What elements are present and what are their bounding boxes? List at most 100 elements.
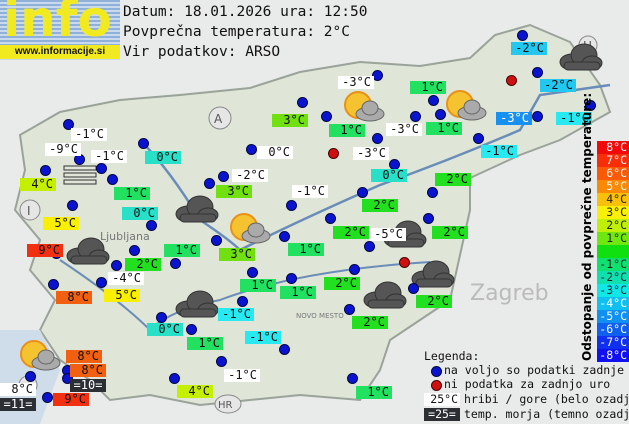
temperature-label: -1°C [224,369,260,382]
temperature-label: -3°C [353,147,389,160]
station-dot[interactable] [357,187,368,198]
cloudy-icon [63,236,111,270]
station-dot[interactable] [96,163,107,174]
station-dot[interactable] [216,356,227,367]
station-dot[interactable] [279,344,290,355]
station-dot[interactable] [67,200,78,211]
station-dot[interactable] [349,264,360,275]
legend-mountain-sample: 25°C [424,393,460,406]
station-dot[interactable] [423,213,434,224]
station-dot[interactable] [48,279,59,290]
city-novo-mesto: NOVO MESTO [296,312,344,320]
station-dot[interactable] [408,283,419,294]
station-dot[interactable] [218,171,229,182]
station-dot[interactable] [347,373,358,384]
temperature-label: -9°C [45,143,81,156]
station-dot[interactable] [111,260,122,271]
station-dot[interactable] [63,119,74,130]
station-dot[interactable] [428,95,439,106]
temperature-label: 2°C [435,173,471,186]
temperature-label: 4°C [177,385,213,398]
temperature-label: 9°C [53,393,89,406]
temperature-label: 0°C [122,207,158,220]
station-dot[interactable] [435,109,446,120]
temperature-label: 0°C [371,169,407,182]
station-no-data-dot[interactable] [506,75,517,86]
station-dot[interactable] [129,245,140,256]
station-dot[interactable] [286,273,297,284]
station-dot[interactable] [62,373,73,384]
legend-no-data-dot [431,380,442,391]
logo-url[interactable]: www.informacije.si [0,45,120,59]
temperature-label: 0°C [147,323,183,336]
scale-step: -6°C [597,323,629,336]
temperature-label: 8°C [66,350,102,363]
station-dot[interactable] [286,200,297,211]
station-dot[interactable] [410,111,421,122]
scale-step: -2°C [597,271,629,284]
station-dot[interactable] [585,100,596,111]
station-dot[interactable] [532,67,543,78]
station-dot[interactable] [427,187,438,198]
temperature-label: 2°C [324,277,360,290]
scale-step: 2°C [597,219,629,232]
temperature-label: 5°C [104,289,140,302]
station-dot[interactable] [532,111,543,122]
station-dot[interactable] [517,30,528,41]
station-no-data-dot[interactable] [399,257,410,268]
scale-step: 3°C [597,206,629,219]
station-no-data-dot[interactable] [328,148,339,159]
temperature-label: -1°C [556,112,592,125]
station-dot[interactable] [169,373,180,384]
temperature-label: -1°C [292,185,328,198]
station-dot[interactable] [25,371,36,382]
temperature-label: -1°C [71,128,107,141]
fog-icon [63,165,97,189]
temperature-label: 0°C [145,151,181,164]
station-dot[interactable] [247,267,258,278]
temperature-label: -3°C [496,112,532,125]
temperature-label: 1°C [114,187,150,200]
logo[interactable]: info www.informacije.si [0,0,120,60]
legend-station-dot [431,366,442,377]
station-dot[interactable] [186,324,197,335]
station-dot[interactable] [325,213,336,224]
country-marker-croatia-text: HR [218,400,233,411]
station-dot[interactable] [473,133,484,144]
station-dot[interactable] [372,133,383,144]
station-dot[interactable] [156,312,167,323]
temperature-label: -3°C [386,123,422,136]
station-dot[interactable] [107,174,118,185]
station-dot[interactable] [364,241,375,252]
station-dot[interactable] [42,392,53,403]
river [139,83,611,252]
scale-step: -1°C [597,258,629,271]
station-dot[interactable] [279,231,290,242]
temperature-label: 1°C [288,243,324,256]
station-dot[interactable] [344,304,355,315]
station-dot[interactable] [372,70,383,81]
partly-cloudy-icon [226,209,274,249]
temperature-label: 8°C [56,291,92,304]
station-dot[interactable] [321,111,332,122]
station-dot[interactable] [138,138,149,149]
temperature-label: 9°C [27,244,63,257]
temperature-label: 2°C [125,258,161,271]
station-dot[interactable] [297,97,308,108]
scale-step: 5°C [597,180,629,193]
cloudy-icon [360,280,408,314]
station-dot[interactable] [170,258,181,269]
station-dot[interactable] [204,178,215,189]
cloudy-icon [172,194,220,228]
temperature-label: 2°C [333,226,369,239]
station-dot[interactable] [237,296,248,307]
station-dot[interactable] [146,220,157,231]
temperature-label: 4°C [20,178,56,191]
station-dot[interactable] [96,277,107,288]
temperature-label: -2°C [540,79,576,92]
scale-step: 7°C [597,154,629,167]
temperature-label: 3°C [219,248,255,261]
station-dot[interactable] [211,235,222,246]
station-dot[interactable] [40,165,51,176]
station-dot[interactable] [246,144,257,155]
